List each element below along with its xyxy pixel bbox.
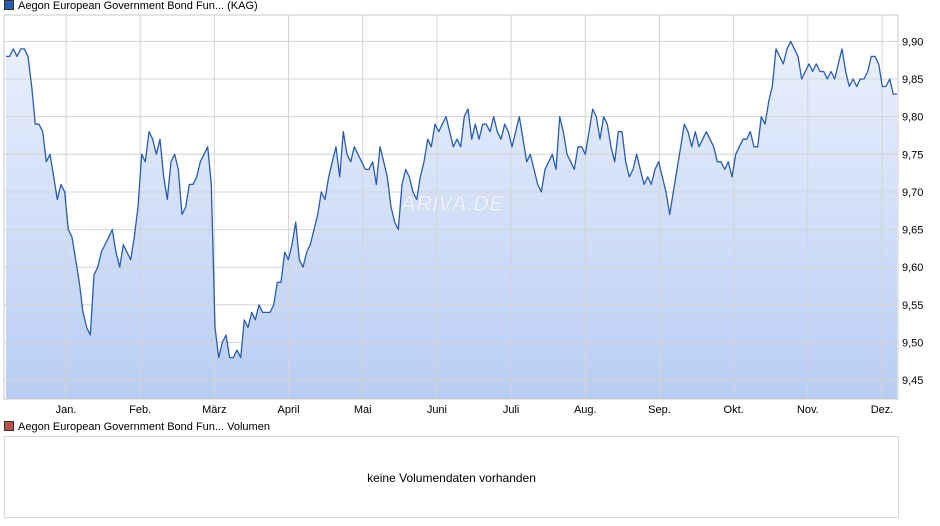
volume-empty-message: keine Volumendaten vorhanden xyxy=(367,471,536,485)
x-tick-label: April xyxy=(278,404,300,416)
y-tick-label: 9,90 xyxy=(902,36,923,48)
price-chart: 9,45 9,50 9,55 9,60 9,65 9,70 9,75 9,80 9,85 9,90… xyxy=(3,14,923,416)
watermark-logo: ARIVA.DE xyxy=(399,191,505,216)
x-tick-label: Juli xyxy=(503,404,520,416)
price-series-swatch xyxy=(4,0,14,10)
volume-legend: Aegon European Government Bond Fun... Vo… xyxy=(4,421,270,434)
x-tick-label: Mai xyxy=(354,404,372,416)
y-tick-label: 9,60 xyxy=(902,262,923,274)
volume-panel: keine Volumendaten vorhanden xyxy=(4,436,899,518)
x-tick-label: März xyxy=(202,404,226,416)
y-tick-label: 9,45 xyxy=(902,375,923,387)
x-tick-label: Nov. xyxy=(797,404,819,416)
y-tick-label: 9,55 xyxy=(902,300,923,312)
y-tick-label: 9,65 xyxy=(902,225,923,237)
x-tick-label: Dez. xyxy=(871,404,894,416)
x-tick-label: Aug. xyxy=(574,404,597,416)
y-tick-label: 9,85 xyxy=(902,74,923,86)
y-tick-label: 9,75 xyxy=(902,149,923,161)
price-legend-label: Aegon European Government Bond Fun... (K… xyxy=(18,0,258,12)
x-tick-label: Okt. xyxy=(724,404,744,416)
price-area xyxy=(6,41,897,400)
volume-series-swatch xyxy=(4,421,14,431)
x-tick-label: Sep. xyxy=(648,404,671,416)
volume-legend-label: Aegon European Government Bond Fun... Vo… xyxy=(18,421,270,433)
x-tick-label: Juni xyxy=(427,404,447,416)
y-tick-label: 9,70 xyxy=(902,187,923,199)
price-legend: Aegon European Government Bond Fun... (K… xyxy=(4,0,258,13)
x-tick-label: Feb. xyxy=(129,404,151,416)
plot-border xyxy=(3,14,899,400)
x-tick-label: Jan. xyxy=(56,404,77,416)
y-tick-label: 9,50 xyxy=(902,338,923,350)
price-line xyxy=(6,40,897,359)
y-tick-label: 9,80 xyxy=(902,112,923,124)
